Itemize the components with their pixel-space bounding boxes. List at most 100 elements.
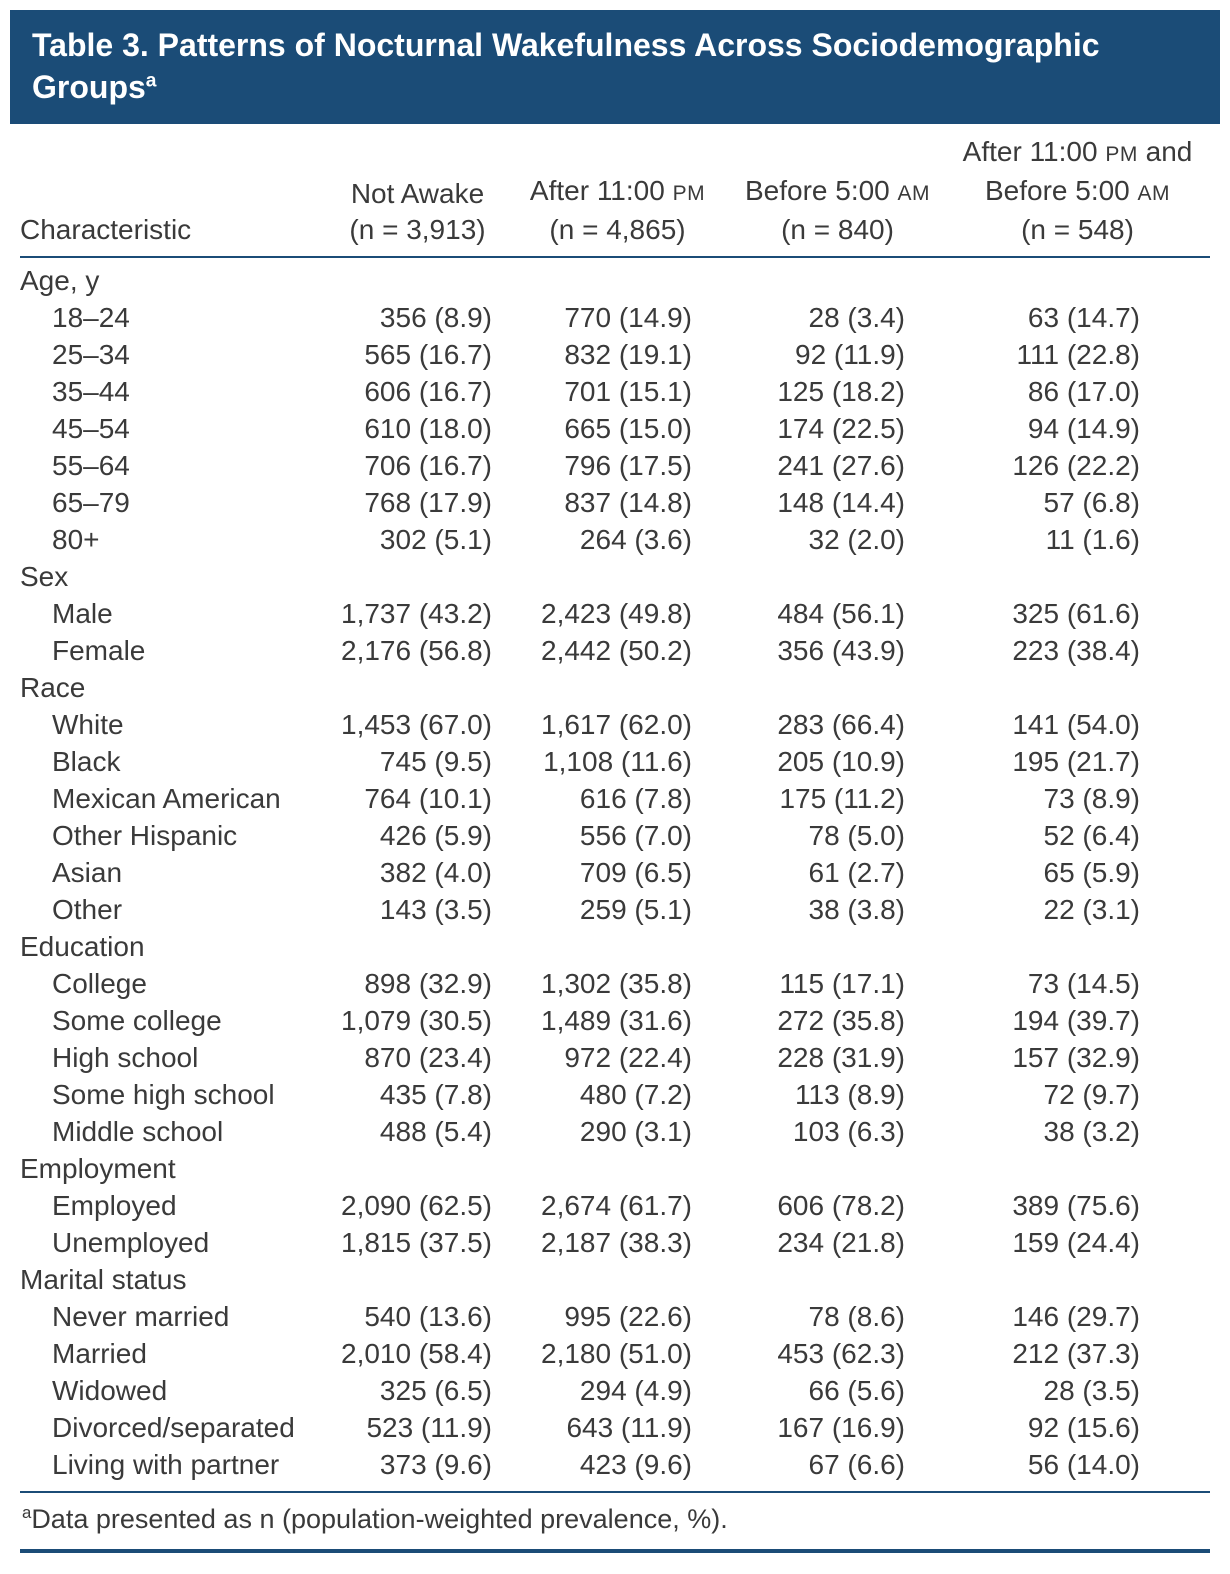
row-label: Some high school [52, 1079, 275, 1110]
table-title-banner: Table 3. Patterns of Nocturnal Wakefulne… [10, 10, 1220, 124]
row-label: Married [52, 1338, 147, 1369]
header-row: Characteristic Not Awake (n = 3,913) After… [20, 134, 1210, 257]
cell-value: 175 (11.2) [779, 783, 905, 814]
row-label: Middle school [52, 1116, 224, 1147]
cell-value: 2,442 (50.2) [541, 635, 692, 666]
cell-value: 223 (38.4) [1012, 635, 1140, 666]
cell-value: 290 (3.1) [579, 1116, 692, 1147]
cell-value: 2,187 (38.3) [541, 1227, 692, 1258]
section-row: Age, y [20, 257, 1210, 299]
cell-value: 56 (14.0) [1027, 1449, 1140, 1480]
row-label: College [52, 968, 147, 999]
cell-value: 770 (14.9) [564, 302, 692, 333]
cell-value: 11 (1.6) [1045, 524, 1140, 555]
table-row: 65–79 768 (17.9) 837 (14.8) 148 (14.4) 57 (6… [20, 484, 1210, 521]
cell-value: 194 (39.7) [1012, 1005, 1140, 1036]
cell-value: 272 (35.8) [777, 1005, 905, 1036]
table-row: 80+ 302 (5.1) 264 (3.6) 32 (2.0) 11 (1.6) [20, 521, 1210, 558]
cell-value: 61 (2.7) [808, 857, 906, 888]
table-footnote: aData presented as n (population-weighte… [20, 1491, 1210, 1553]
cell-value: 1,302 (35.8) [541, 968, 692, 999]
cell-value: 1,737 (43.2) [341, 598, 492, 629]
cell-value: 28 (3.5) [1043, 1375, 1141, 1406]
cell-value: 65 (5.9) [1043, 857, 1141, 888]
cell-value: 706 (16.7) [364, 450, 492, 481]
table-row: High school 870 (23.4) 972 (22.4) 228 (31.9… [20, 1039, 1210, 1076]
cell-value: 488 (5.4) [379, 1116, 492, 1147]
cell-value: 67 (6.6) [808, 1449, 906, 1480]
section-row: Sex [20, 558, 1210, 595]
table-row: Some high school 435 (7.8) 480 (7.2) 113 (8… [20, 1076, 1210, 1113]
table-row: 18–24 356 (8.9) 770 (14.9) 28 (3.4) 63 (14.7… [20, 299, 1210, 336]
column-header-3: Before 5:00 AM (n = 840) [744, 175, 931, 245]
cell-value: 63 (14.7) [1027, 302, 1140, 333]
cell-value: 167 (16.9) [777, 1412, 905, 1443]
cell-value: 540 (13.6) [364, 1301, 492, 1332]
section-row: Race [20, 669, 1210, 706]
table-title: Table 3. Patterns of Nocturnal Wakefulne… [32, 27, 1100, 105]
cell-value: 606 (78.2) [777, 1190, 905, 1221]
cell-value: 1,489 (31.6) [541, 1005, 692, 1036]
row-label: Employed [52, 1190, 177, 1221]
cell-value: 453 (62.3) [777, 1338, 905, 1369]
cell-value: 94 (14.9) [1027, 413, 1140, 444]
sociodemographic-table: Characteristic Not Awake (n = 3,913) After… [20, 134, 1210, 1483]
section-label: Race [20, 672, 86, 703]
meridiem-smallcaps: PM [1105, 143, 1138, 166]
title-footnote-marker: a [145, 70, 157, 92]
cell-value: 32 (2.0) [808, 524, 906, 555]
cell-value: 148 (14.4) [777, 487, 905, 518]
cell-value: 283 (66.4) [777, 709, 905, 740]
cell-value: 1,617 (62.0) [541, 709, 692, 740]
table-row: Black 745 (9.5) 1,108 (11.6) 205 (10.9) 195 … [20, 743, 1210, 780]
cell-value: 195 (21.7) [1012, 746, 1140, 777]
column-header-characteristic: Characteristic [20, 214, 192, 245]
cell-value: 126 (22.2) [1012, 450, 1140, 481]
section-row: Education [20, 928, 1210, 965]
cell-value: 52 (6.4) [1043, 820, 1141, 851]
row-label: Female [52, 635, 146, 666]
cell-value: 2,176 (56.8) [341, 635, 492, 666]
cell-value: 73 (14.5) [1027, 968, 1140, 999]
cell-value: 38 (3.8) [808, 894, 906, 925]
table-row: Mexican American 764 (10.1) 616 (7.8) 175 (… [20, 780, 1210, 817]
cell-value: 484 (56.1) [777, 598, 905, 629]
table-row: Employed 2,090 (62.5) 2,674 (61.7) 606 (78.… [20, 1187, 1210, 1224]
cell-value: 832 (19.1) [564, 339, 692, 370]
table-row: 35–44 606 (16.7) 701 (15.1) 125 (18.2) 86 (1… [20, 373, 1210, 410]
cell-value: 356 (43.9) [777, 635, 905, 666]
table-row: Some college 1,079 (30.5) 1,489 (31.6) 272 … [20, 1002, 1210, 1039]
cell-value: 898 (32.9) [364, 968, 492, 999]
section-row: Marital status [20, 1261, 1210, 1298]
row-label: White [52, 709, 124, 740]
row-label: 65–79 [52, 487, 130, 518]
cell-value: 259 (5.1) [579, 894, 692, 925]
row-label: Other Hispanic [52, 820, 238, 851]
cell-value: 2,180 (51.0) [541, 1338, 692, 1369]
cell-value: 241 (27.6) [777, 450, 905, 481]
cell-value: 143 (3.5) [379, 894, 492, 925]
cell-value: 480 (7.2) [579, 1079, 692, 1110]
row-label: Divorced/separated [52, 1412, 295, 1443]
footnote-marker: a [22, 1503, 32, 1522]
cell-value: 426 (5.9) [379, 820, 492, 851]
cell-value: 294 (4.9) [579, 1375, 692, 1406]
cell-value: 141 (54.0) [1012, 709, 1140, 740]
cell-value: 606 (16.7) [364, 376, 492, 407]
row-label: Widowed [52, 1375, 168, 1406]
cell-value: 66 (5.6) [808, 1375, 906, 1406]
table-row: Living with partner 373 (9.6) 423 (9.6) 67 … [20, 1446, 1210, 1483]
meridiem-smallcaps: PM [672, 182, 706, 205]
cell-value: 701 (15.1) [564, 376, 692, 407]
cell-value: 1,108 (11.6) [543, 746, 692, 777]
table-row: 55–64 706 (16.7) 796 (17.5) 241 (27.6) 126 (… [20, 447, 1210, 484]
table-row: Female 2,176 (56.8) 2,442 (50.2) 356 (43.9)… [20, 632, 1210, 669]
cell-value: 556 (7.0) [579, 820, 692, 851]
cell-value: 264 (3.6) [579, 524, 692, 555]
row-label: Asian [52, 857, 123, 888]
table-row: Never married 540 (13.6) 995 (22.6) 78 (8.6… [20, 1298, 1210, 1335]
cell-value: 796 (17.5) [564, 450, 692, 481]
table-row: Widowed 325 (6.5) 294 (4.9) 66 (5.6) 28 (3.5… [20, 1372, 1210, 1409]
table-row: 25–34 565 (16.7) 832 (19.1) 92 (11.9) 111 (2… [20, 336, 1210, 373]
cell-value: 103 (6.3) [792, 1116, 905, 1147]
